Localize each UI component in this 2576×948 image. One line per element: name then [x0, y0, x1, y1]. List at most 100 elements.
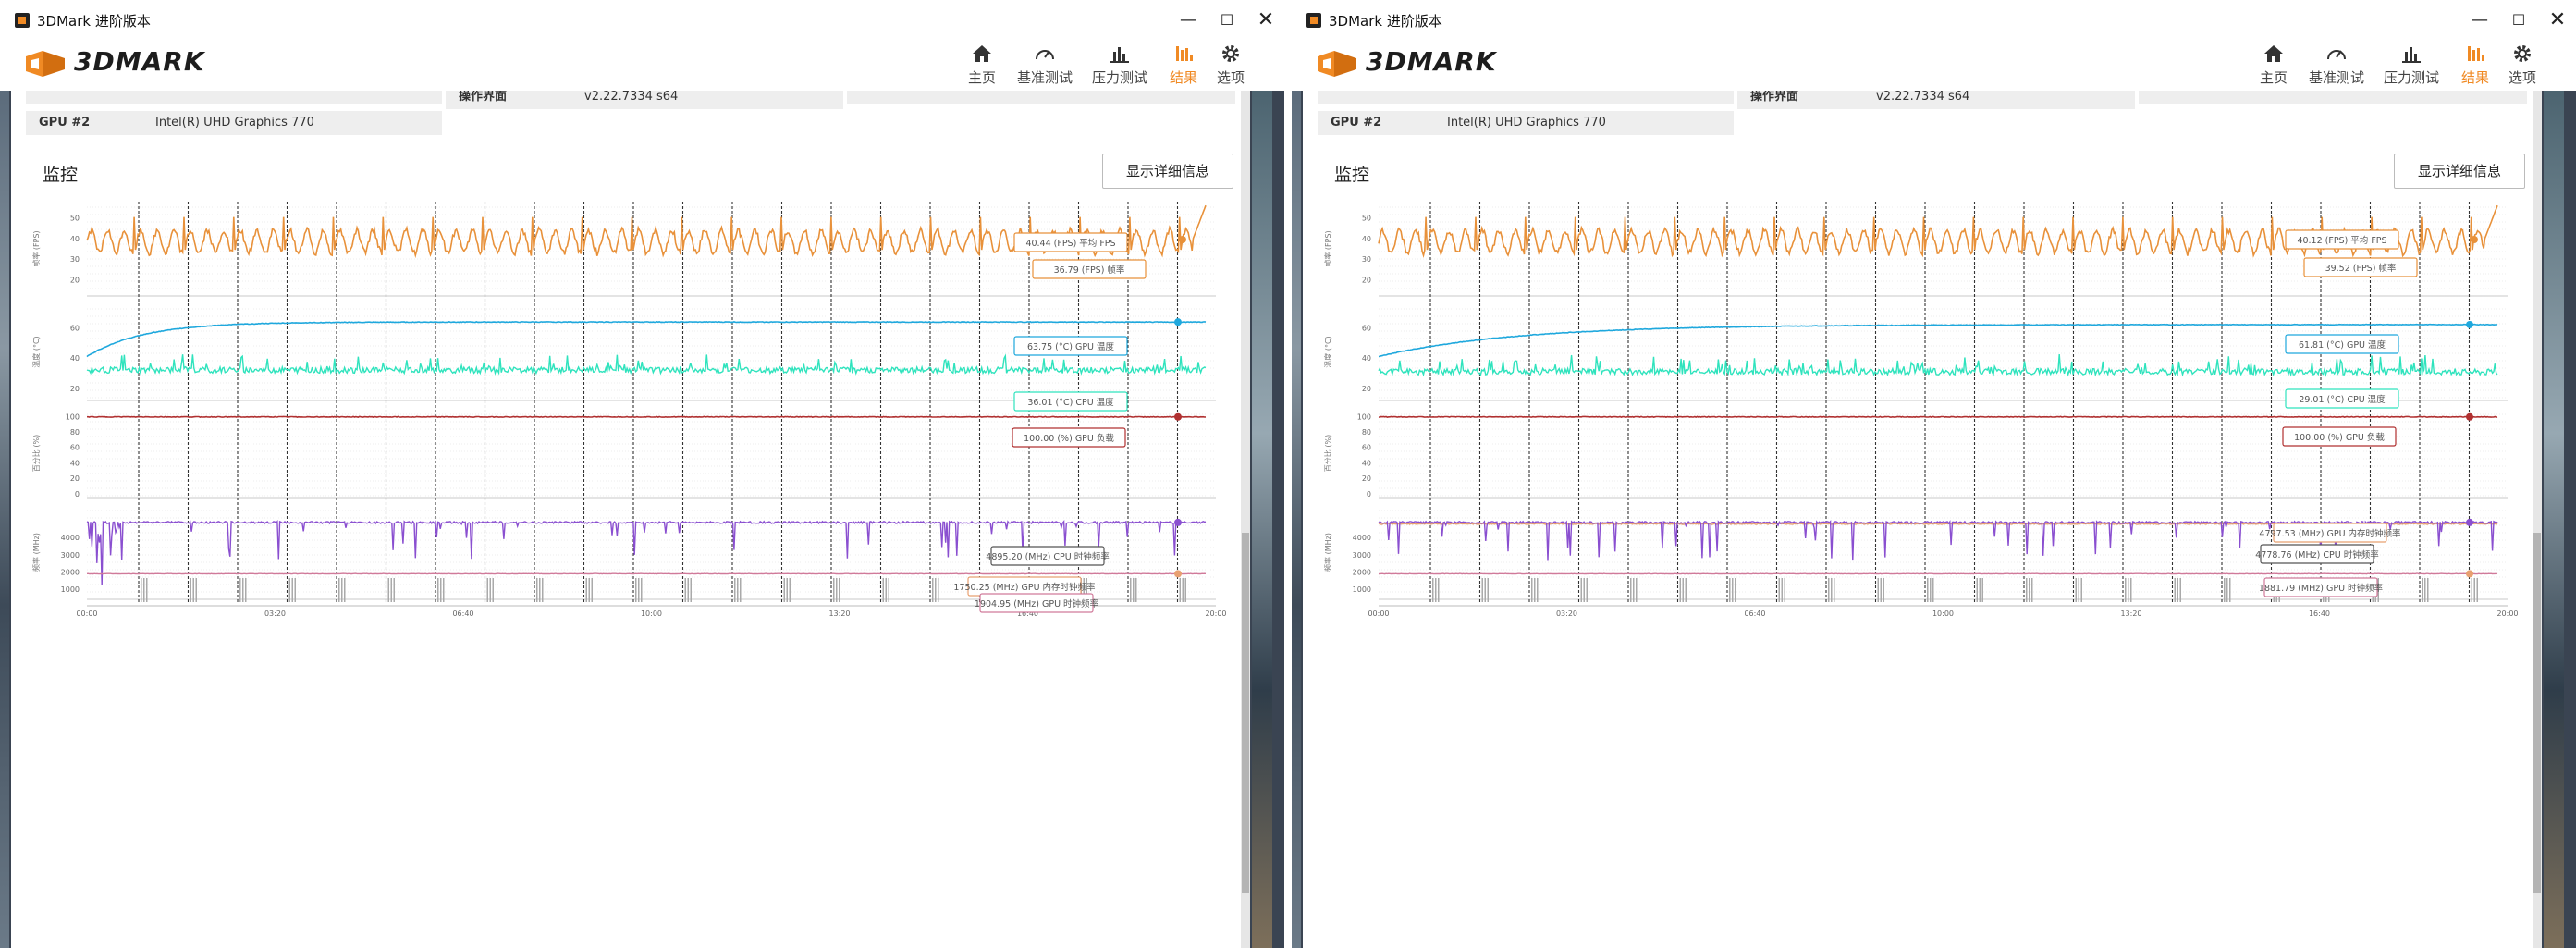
nav-options[interactable]: 选项: [2507, 43, 2538, 89]
cpu-clock-series-line: [1378, 520, 2498, 561]
os-value: v2.22.7334 s64: [584, 91, 679, 104]
window-title: 3DMark 进阶版本: [1329, 13, 1442, 30]
chart-callout-label: 63.75 (°C) GPU 温度: [1027, 341, 1115, 352]
event-marker-label: [635, 578, 637, 602]
event-marker-label: [1880, 578, 1882, 602]
event-marker-label: [2229, 578, 2231, 602]
scrollbar-thumb[interactable]: [1242, 533, 1249, 893]
gear-icon: [2514, 45, 2531, 62]
x-tick-label: 10:00: [1932, 609, 1954, 618]
y-tick-label: 20: [70, 474, 80, 483]
event-marker-label: [294, 578, 296, 602]
nav-stress-tests[interactable]: 压力测试: [2379, 43, 2444, 89]
monitor-title: 监控: [1334, 165, 1370, 185]
nav-home[interactable]: 主页: [2258, 43, 2289, 89]
chart-callout-label: 40.12 (FPS) 平均 FPS: [2297, 235, 2386, 246]
y-tick-label: 40: [1362, 354, 1371, 363]
scrollbar[interactable]: [1241, 91, 1250, 948]
event-marker-label: [836, 578, 838, 602]
nav-options[interactable]: 选项: [1215, 43, 1246, 89]
y-tick-label: 2000: [61, 568, 80, 576]
chart-callout-box: [1013, 336, 1128, 356]
event-marker-label: [1679, 578, 1681, 602]
nav-results[interactable]: 结果: [1168, 43, 1199, 89]
gpu-clock-marker-dot: [1174, 570, 1182, 578]
minimize-button[interactable]: —: [2472, 10, 2488, 30]
x-tick-label: 13:20: [2120, 609, 2141, 618]
event-marker-label: [1135, 578, 1137, 602]
gpu2-value: Intel(R) UHD Graphics 770: [1447, 116, 1606, 129]
event-marker-label: [1487, 578, 1489, 602]
event-marker-label: [443, 578, 445, 602]
y-tick-label: 40: [1362, 235, 1371, 243]
background-art: [2544, 91, 2564, 948]
y-tick-label: 60: [1362, 444, 1371, 452]
y-tick-label: 40: [70, 459, 80, 467]
x-tick-label: 10:00: [641, 609, 662, 618]
event-marker-label: [2424, 578, 2426, 602]
nav-benchmarks[interactable]: 基准测试: [2304, 43, 2369, 89]
nav-benchmarks-label: 基准测试: [2308, 69, 2364, 86]
event-marker-label: [1586, 578, 1588, 602]
event-marker-label: [1583, 578, 1585, 602]
gpu-clock-marker-dot: [2466, 570, 2473, 578]
scrollbar-thumb[interactable]: [2533, 533, 2541, 893]
y-tick-label: 80: [70, 428, 80, 437]
event-marker-label: [932, 578, 934, 602]
event-marker-label: [2130, 578, 2132, 602]
chart-callout-label: 40.44 (FPS) 平均 FPS: [1025, 238, 1115, 249]
gpu-temp-series-line: [1378, 323, 2498, 358]
event-marker-label: [2075, 578, 2077, 602]
nav-stress-tests[interactable]: 压力测试: [1087, 43, 1152, 89]
event-marker-label: [588, 578, 590, 602]
event-marker-label: [195, 578, 197, 602]
x-tick-label: 20:00: [2496, 609, 2518, 618]
chart-callout-box: [2260, 544, 2374, 564]
info-row-gpu2: GPU #2 Intel(R) UHD Graphics 770: [1318, 111, 1734, 135]
gpu-clock-series-line: [1378, 572, 2498, 575]
nav-benchmarks[interactable]: 基准测试: [1012, 43, 1077, 89]
close-button[interactable]: ✕: [2548, 8, 2567, 31]
chart-callout-box: [990, 546, 1105, 566]
cpu-temp-series-line: [1378, 353, 2498, 377]
show-details-button[interactable]: 显示详细信息: [1102, 154, 1233, 189]
nav-results[interactable]: 结果: [2459, 43, 2491, 89]
event-marker-label: [2125, 578, 2127, 602]
event-marker-label: [585, 578, 587, 602]
event-marker-label: [2031, 578, 2033, 602]
y-tick-label: 20: [70, 276, 80, 284]
chart-callout-box: [2303, 257, 2418, 277]
logo-icon: [1318, 51, 1356, 77]
bar-chart-icon: [1110, 47, 1129, 63]
event-marker-label: [687, 578, 689, 602]
content-scroll-area[interactable]: 操作界面 v2.22.7334 s64 GPU #2 Intel(R) UHD …: [0, 91, 1284, 948]
chart-callout-label: 1904.95 (MHz) GPU 时钟频率: [975, 598, 1099, 609]
event-marker-label: [2422, 578, 2423, 602]
event-marker-label: [1630, 578, 1632, 602]
close-button[interactable]: ✕: [1257, 8, 1275, 31]
event-marker-label: [2128, 578, 2129, 602]
event-marker-label: [2078, 578, 2079, 602]
maximize-button[interactable]: ☐: [2511, 11, 2526, 29]
event-marker-label: [486, 578, 488, 602]
chart-callout-box: [2285, 334, 2399, 354]
scrollbar[interactable]: [2533, 91, 2542, 948]
event-marker-label: [786, 578, 788, 602]
maximize-button[interactable]: ☐: [1220, 11, 1234, 29]
event-marker-label: [141, 578, 142, 602]
y-tick-label: 30: [70, 255, 80, 264]
os-label: 操作界面: [459, 91, 508, 104]
x-tick-label: 00:00: [76, 609, 97, 618]
info-row-os: 操作界面 v2.22.7334 s64: [1737, 91, 2135, 109]
content-scroll-area[interactable]: 操作界面 v2.22.7334 s64 GPU #2 Intel(R) UHD …: [1292, 91, 2576, 948]
fps-marker-dot: [1179, 236, 1186, 244]
event-marker-label: [2224, 578, 2226, 602]
event-marker-label: [341, 578, 343, 602]
show-details-button[interactable]: 显示详细信息: [2394, 154, 2525, 189]
monitoring-chart: 20 30 40 50 帧率 (FPS) 20 40 60 温度 (°C) 0 20 40 60 80 10…: [31, 202, 1227, 618]
event-marker-label: [839, 578, 840, 602]
nav-home[interactable]: 主页: [966, 43, 998, 89]
event-marker-label: [440, 578, 442, 602]
y-tick-label: 60: [70, 324, 80, 332]
minimize-button[interactable]: —: [1180, 10, 1196, 30]
